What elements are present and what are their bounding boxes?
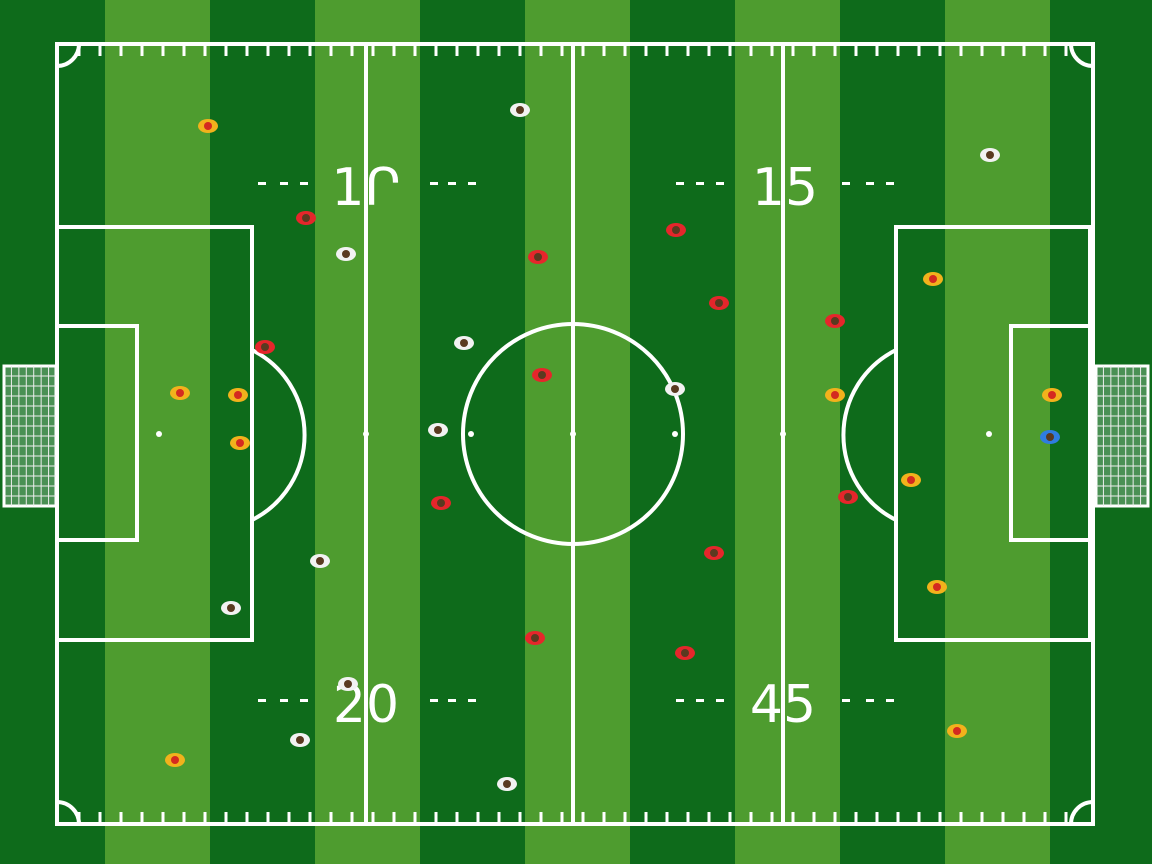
dash — [716, 182, 724, 185]
grass-stripe — [1050, 0, 1152, 864]
player-white — [338, 677, 358, 691]
spots — [156, 431, 992, 437]
player-red — [704, 546, 724, 560]
center-circle — [461, 322, 685, 546]
player-white — [428, 423, 448, 437]
right-goal — [1094, 364, 1150, 508]
grass-stripe — [525, 0, 630, 864]
dash — [866, 182, 874, 185]
right-goal-area — [1009, 324, 1092, 542]
player-white — [290, 733, 310, 747]
player-white — [497, 777, 517, 791]
dash — [258, 182, 266, 185]
player-red — [838, 490, 858, 504]
player-red — [675, 646, 695, 660]
player-yellow — [230, 436, 250, 450]
grass-stripe — [945, 0, 1050, 864]
dash — [280, 182, 288, 185]
left-penalty-arc — [251, 348, 307, 522]
left-goal — [2, 364, 58, 508]
dash — [430, 182, 438, 185]
players — [165, 103, 1062, 791]
dash — [300, 699, 308, 702]
goals — [2, 364, 1150, 508]
right-penalty-arc — [841, 348, 897, 522]
dash — [258, 699, 266, 702]
player-white — [665, 382, 685, 396]
player-yellow — [825, 388, 845, 402]
player-red — [525, 631, 545, 645]
player-red — [431, 496, 451, 510]
player-red — [532, 368, 552, 382]
player-red — [666, 223, 686, 237]
player-blue — [1040, 430, 1060, 444]
player-yellow — [1042, 388, 1062, 402]
player-yellow — [198, 119, 218, 133]
dash — [842, 182, 850, 185]
field-number-top-left: 1Ր — [331, 158, 400, 218]
player-red — [825, 314, 845, 328]
dash-markings — [258, 182, 894, 702]
dash — [696, 182, 704, 185]
dash — [886, 699, 894, 702]
player-yellow — [170, 386, 190, 400]
player-red — [709, 296, 729, 310]
player-yellow — [228, 388, 248, 402]
dash — [842, 699, 850, 702]
grass-stripe — [0, 0, 105, 864]
player-yellow — [947, 724, 967, 738]
dash — [468, 699, 476, 702]
dash — [696, 699, 704, 702]
player-white — [221, 601, 241, 615]
dash — [886, 182, 894, 185]
player-white — [454, 336, 474, 350]
corner-arcs — [56, 43, 1094, 825]
dash — [430, 699, 438, 702]
player-yellow — [927, 580, 947, 594]
grass-stripe — [735, 0, 840, 864]
player-yellow — [901, 473, 921, 487]
dash — [280, 699, 288, 702]
dash — [448, 699, 456, 702]
dash — [300, 182, 308, 185]
dash — [676, 699, 684, 702]
grass-stripe — [840, 0, 945, 864]
dash — [866, 699, 874, 702]
dash — [448, 182, 456, 185]
player-white — [510, 103, 530, 117]
player-white — [310, 554, 330, 568]
player-yellow — [923, 272, 943, 286]
player-red — [296, 211, 316, 225]
dash — [468, 182, 476, 185]
field-number-bottom-right: 45 — [750, 675, 816, 735]
dash — [716, 699, 724, 702]
player-white — [336, 247, 356, 261]
dash — [676, 182, 684, 185]
edge-ticks — [77, 44, 1068, 824]
player-white — [980, 148, 1000, 162]
grass-stripe — [210, 0, 315, 864]
field-number-top-right: 15 — [752, 158, 818, 218]
player-yellow — [165, 753, 185, 767]
player-red — [255, 340, 275, 354]
player-red — [528, 250, 548, 264]
